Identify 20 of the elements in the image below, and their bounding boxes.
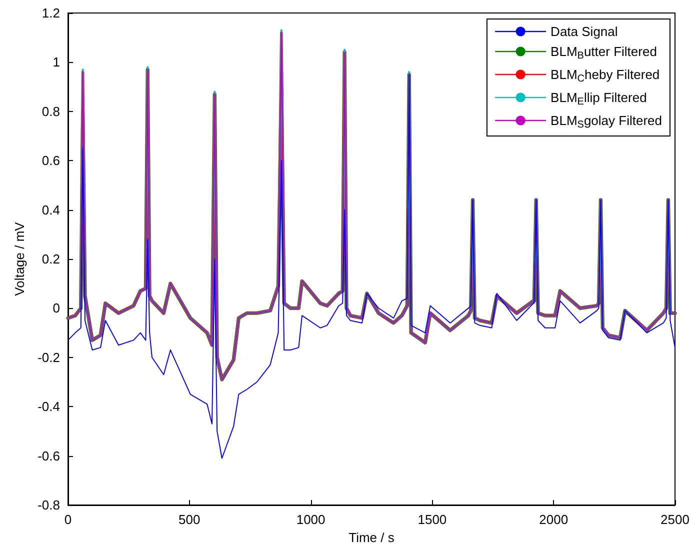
x-tick-label: 0 xyxy=(64,512,72,527)
x-tick-label: 2000 xyxy=(539,512,568,527)
y-tick-label: 0.8 xyxy=(42,104,60,119)
x-tick-label: 1000 xyxy=(296,512,326,527)
legend-label: Data Signal xyxy=(550,24,618,39)
y-tick-label: -0.2 xyxy=(38,350,60,365)
x-tick-label: 2500 xyxy=(660,512,690,527)
y-tick-label: 1.2 xyxy=(42,6,60,20)
y-tick-label: 0 xyxy=(52,300,60,316)
y-tick-label: 0.2 xyxy=(42,252,60,266)
x-tick-label: 500 xyxy=(178,512,200,527)
y-axis-title: Voltage / mV xyxy=(12,222,27,296)
y-tick-label: 1 xyxy=(52,54,60,70)
y-tick-label: 0.4 xyxy=(42,202,60,218)
x-tick-label: 1500 xyxy=(418,512,447,527)
y-tick-label: -0.4 xyxy=(38,399,60,414)
y-tick-label: 0.6 xyxy=(42,153,60,168)
y-tick-label: -0.8 xyxy=(38,498,60,512)
y-tick-label: -0.6 xyxy=(38,448,60,464)
x-axis-title: Time / s xyxy=(348,530,395,545)
